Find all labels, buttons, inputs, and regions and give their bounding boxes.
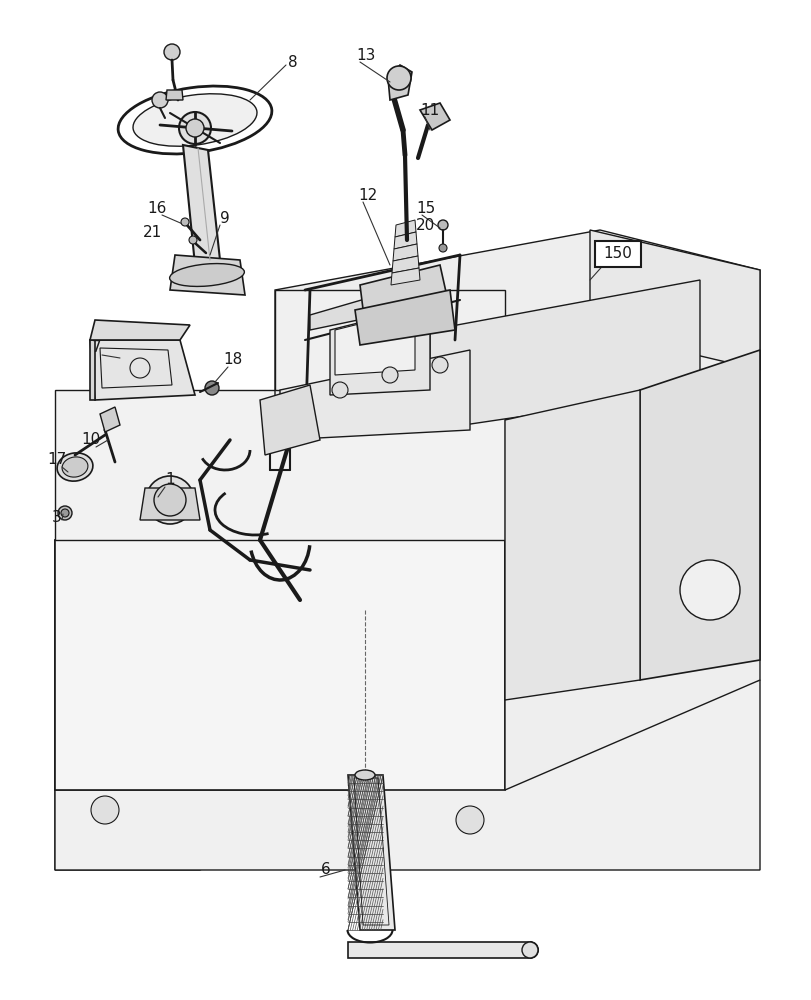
Circle shape [152,92,168,108]
Polygon shape [329,305,430,395]
Polygon shape [310,280,430,330]
Polygon shape [388,65,411,100]
Text: 7: 7 [92,340,101,356]
Polygon shape [354,290,454,345]
Text: 17: 17 [47,452,67,468]
Circle shape [456,806,483,834]
Circle shape [154,484,186,516]
Polygon shape [419,103,449,130]
Ellipse shape [133,94,256,146]
Polygon shape [90,340,195,400]
Circle shape [58,506,72,520]
Circle shape [189,236,197,244]
Text: 20: 20 [416,218,435,233]
Circle shape [679,560,739,620]
Polygon shape [504,390,639,700]
Polygon shape [90,340,95,400]
Polygon shape [169,255,245,295]
Circle shape [146,476,194,524]
Polygon shape [504,390,759,790]
Text: 6: 6 [320,862,330,878]
Circle shape [178,112,211,144]
Polygon shape [275,290,504,390]
Circle shape [61,509,69,517]
Polygon shape [55,680,759,870]
Polygon shape [393,244,418,261]
Text: 13: 13 [356,48,375,63]
Circle shape [186,119,204,137]
Polygon shape [348,775,394,930]
Ellipse shape [169,264,244,286]
Ellipse shape [62,457,88,477]
Polygon shape [590,230,759,370]
Text: 16: 16 [147,201,166,216]
Circle shape [437,220,448,230]
Ellipse shape [354,770,375,780]
Circle shape [91,796,119,824]
Circle shape [204,381,219,395]
Polygon shape [430,280,699,430]
FancyBboxPatch shape [594,241,640,267]
Polygon shape [182,145,220,265]
Polygon shape [55,540,504,790]
Polygon shape [393,232,417,249]
Circle shape [387,66,410,90]
Polygon shape [55,540,504,790]
Polygon shape [275,230,759,440]
Polygon shape [359,265,449,325]
Text: 150: 150 [603,246,632,261]
Circle shape [181,218,189,226]
Text: 15: 15 [416,201,435,216]
Text: 8: 8 [288,55,298,70]
Polygon shape [260,385,320,455]
Text: 21: 21 [144,225,162,240]
Polygon shape [639,350,759,680]
Circle shape [431,357,448,373]
Polygon shape [335,310,414,375]
Circle shape [521,942,538,958]
Polygon shape [139,488,200,520]
Polygon shape [55,390,504,540]
Polygon shape [392,256,418,273]
Polygon shape [100,407,120,432]
Circle shape [332,382,348,398]
Polygon shape [391,268,419,285]
Text: 1: 1 [165,473,174,488]
Polygon shape [280,350,470,440]
Text: 11: 11 [420,103,439,118]
Polygon shape [348,942,530,958]
Ellipse shape [57,453,92,481]
Text: 18: 18 [223,353,242,367]
Circle shape [381,367,397,383]
Text: 3: 3 [52,510,62,524]
Polygon shape [90,320,190,340]
Polygon shape [55,540,354,870]
Text: 9: 9 [220,211,230,226]
Text: 12: 12 [358,188,377,203]
Circle shape [164,44,180,60]
Text: 10: 10 [81,432,101,448]
Circle shape [439,244,446,252]
Polygon shape [165,90,182,100]
Polygon shape [394,220,415,237]
